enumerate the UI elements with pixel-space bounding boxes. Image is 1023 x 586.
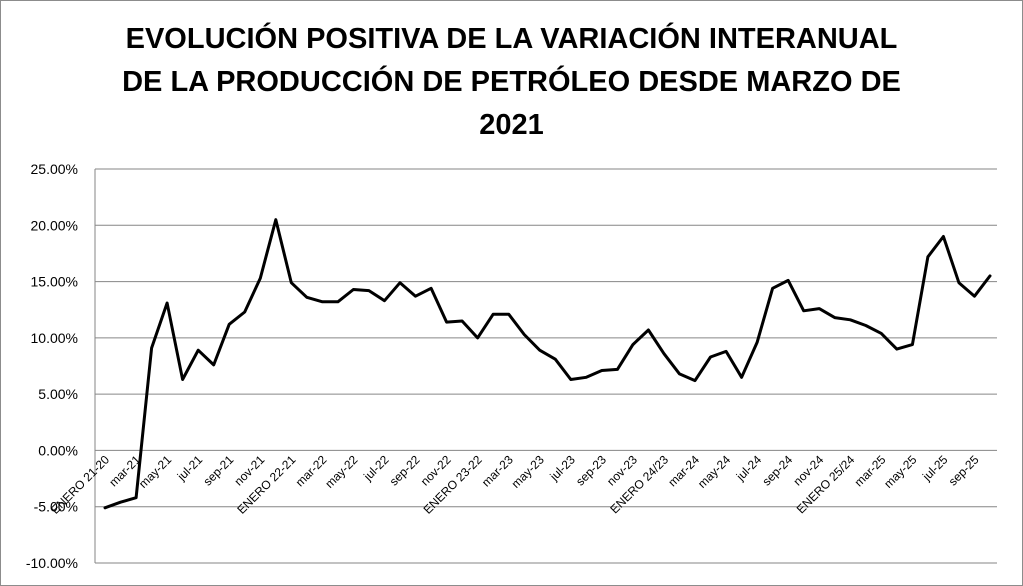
x-tick-label: sep-25: [946, 452, 982, 488]
data-point: [399, 281, 402, 284]
x-tick-label: may-23: [509, 452, 547, 490]
data-point: [104, 506, 107, 509]
chart-title-line-3: 2021: [479, 109, 544, 141]
data-point: [243, 310, 246, 313]
y-tick-label: -10.00%: [26, 555, 78, 571]
data-point: [212, 363, 215, 366]
data-point: [864, 324, 867, 327]
x-tick-label: sep-23: [573, 452, 609, 488]
data-point: [352, 288, 355, 291]
x-tick-label: sep-22: [387, 452, 423, 488]
chart-title-line-1: EVOLUCIÓN POSITIVA DE LA VARIACIÓN INTER…: [125, 23, 898, 55]
y-tick-label: 5.00%: [38, 386, 78, 402]
data-point: [461, 319, 464, 322]
data-point: [740, 376, 743, 379]
chart-title: EVOLUCIÓN POSITIVA DE LA VARIACIÓN INTER…: [0, 18, 1023, 147]
y-tick-label: 10.00%: [31, 330, 78, 346]
data-point: [135, 496, 138, 499]
x-tick-label: sep-21: [200, 452, 236, 488]
y-tick-label: 25.00%: [31, 161, 78, 177]
data-point: [880, 332, 883, 335]
y-tick-label: 0.00%: [38, 442, 78, 458]
data-point: [492, 313, 495, 316]
data-point: [647, 328, 650, 331]
data-point: [538, 349, 541, 352]
data-point: [771, 287, 774, 290]
data-point: [321, 300, 324, 303]
data-point: [507, 313, 510, 316]
data-point: [569, 378, 572, 381]
data-point: [181, 378, 184, 381]
data-point: [616, 368, 619, 371]
data-point: [119, 501, 122, 504]
data-point: [678, 372, 681, 375]
chart-title-line-2: DE LA PRODUCCIÓN DE PETRÓLEO DESDE MARZO…: [122, 66, 901, 98]
data-point: [305, 296, 308, 299]
x-tick-label: may-21: [136, 452, 174, 490]
data-point: [942, 235, 945, 238]
data-point: [926, 255, 929, 258]
data-point: [989, 274, 992, 277]
data-point: [957, 281, 960, 284]
data-point: [476, 336, 479, 339]
data-point: [274, 218, 277, 221]
data-point: [383, 299, 386, 302]
data-point: [430, 287, 433, 290]
data-point: [336, 300, 339, 303]
data-point: [895, 348, 898, 351]
data-point: [725, 350, 728, 353]
data-point: [694, 379, 697, 382]
x-tick-label: may-22: [322, 452, 360, 490]
x-tick-label: sep-24: [759, 452, 795, 488]
y-tick-label: 20.00%: [31, 217, 78, 233]
data-point: [662, 352, 665, 355]
y-tick-label: -5.00%: [34, 499, 78, 515]
data-point: [911, 343, 914, 346]
data-point: [445, 321, 448, 324]
data-point: [787, 279, 790, 282]
data-point: [756, 341, 759, 344]
data-point: [600, 369, 603, 372]
data-point: [523, 333, 526, 336]
data-point: [802, 309, 805, 312]
data-point: [150, 346, 153, 349]
data-point: [228, 323, 231, 326]
data-point: [259, 277, 262, 280]
data-point: [414, 295, 417, 298]
data-point: [290, 281, 293, 284]
data-point: [197, 349, 200, 352]
data-point: [833, 316, 836, 319]
x-tick-label: may-24: [695, 452, 733, 490]
data-point: [973, 295, 976, 298]
y-tick-label: 15.00%: [31, 274, 78, 290]
data-point: [709, 355, 712, 358]
data-point: [631, 343, 634, 346]
data-point: [166, 301, 169, 304]
data-point: [849, 318, 852, 321]
data-point: [554, 358, 557, 361]
data-point: [818, 307, 821, 310]
data-point: [585, 376, 588, 379]
x-tick-label: may-25: [881, 452, 919, 490]
series-line: [103, 218, 992, 510]
data-point: [367, 289, 370, 292]
